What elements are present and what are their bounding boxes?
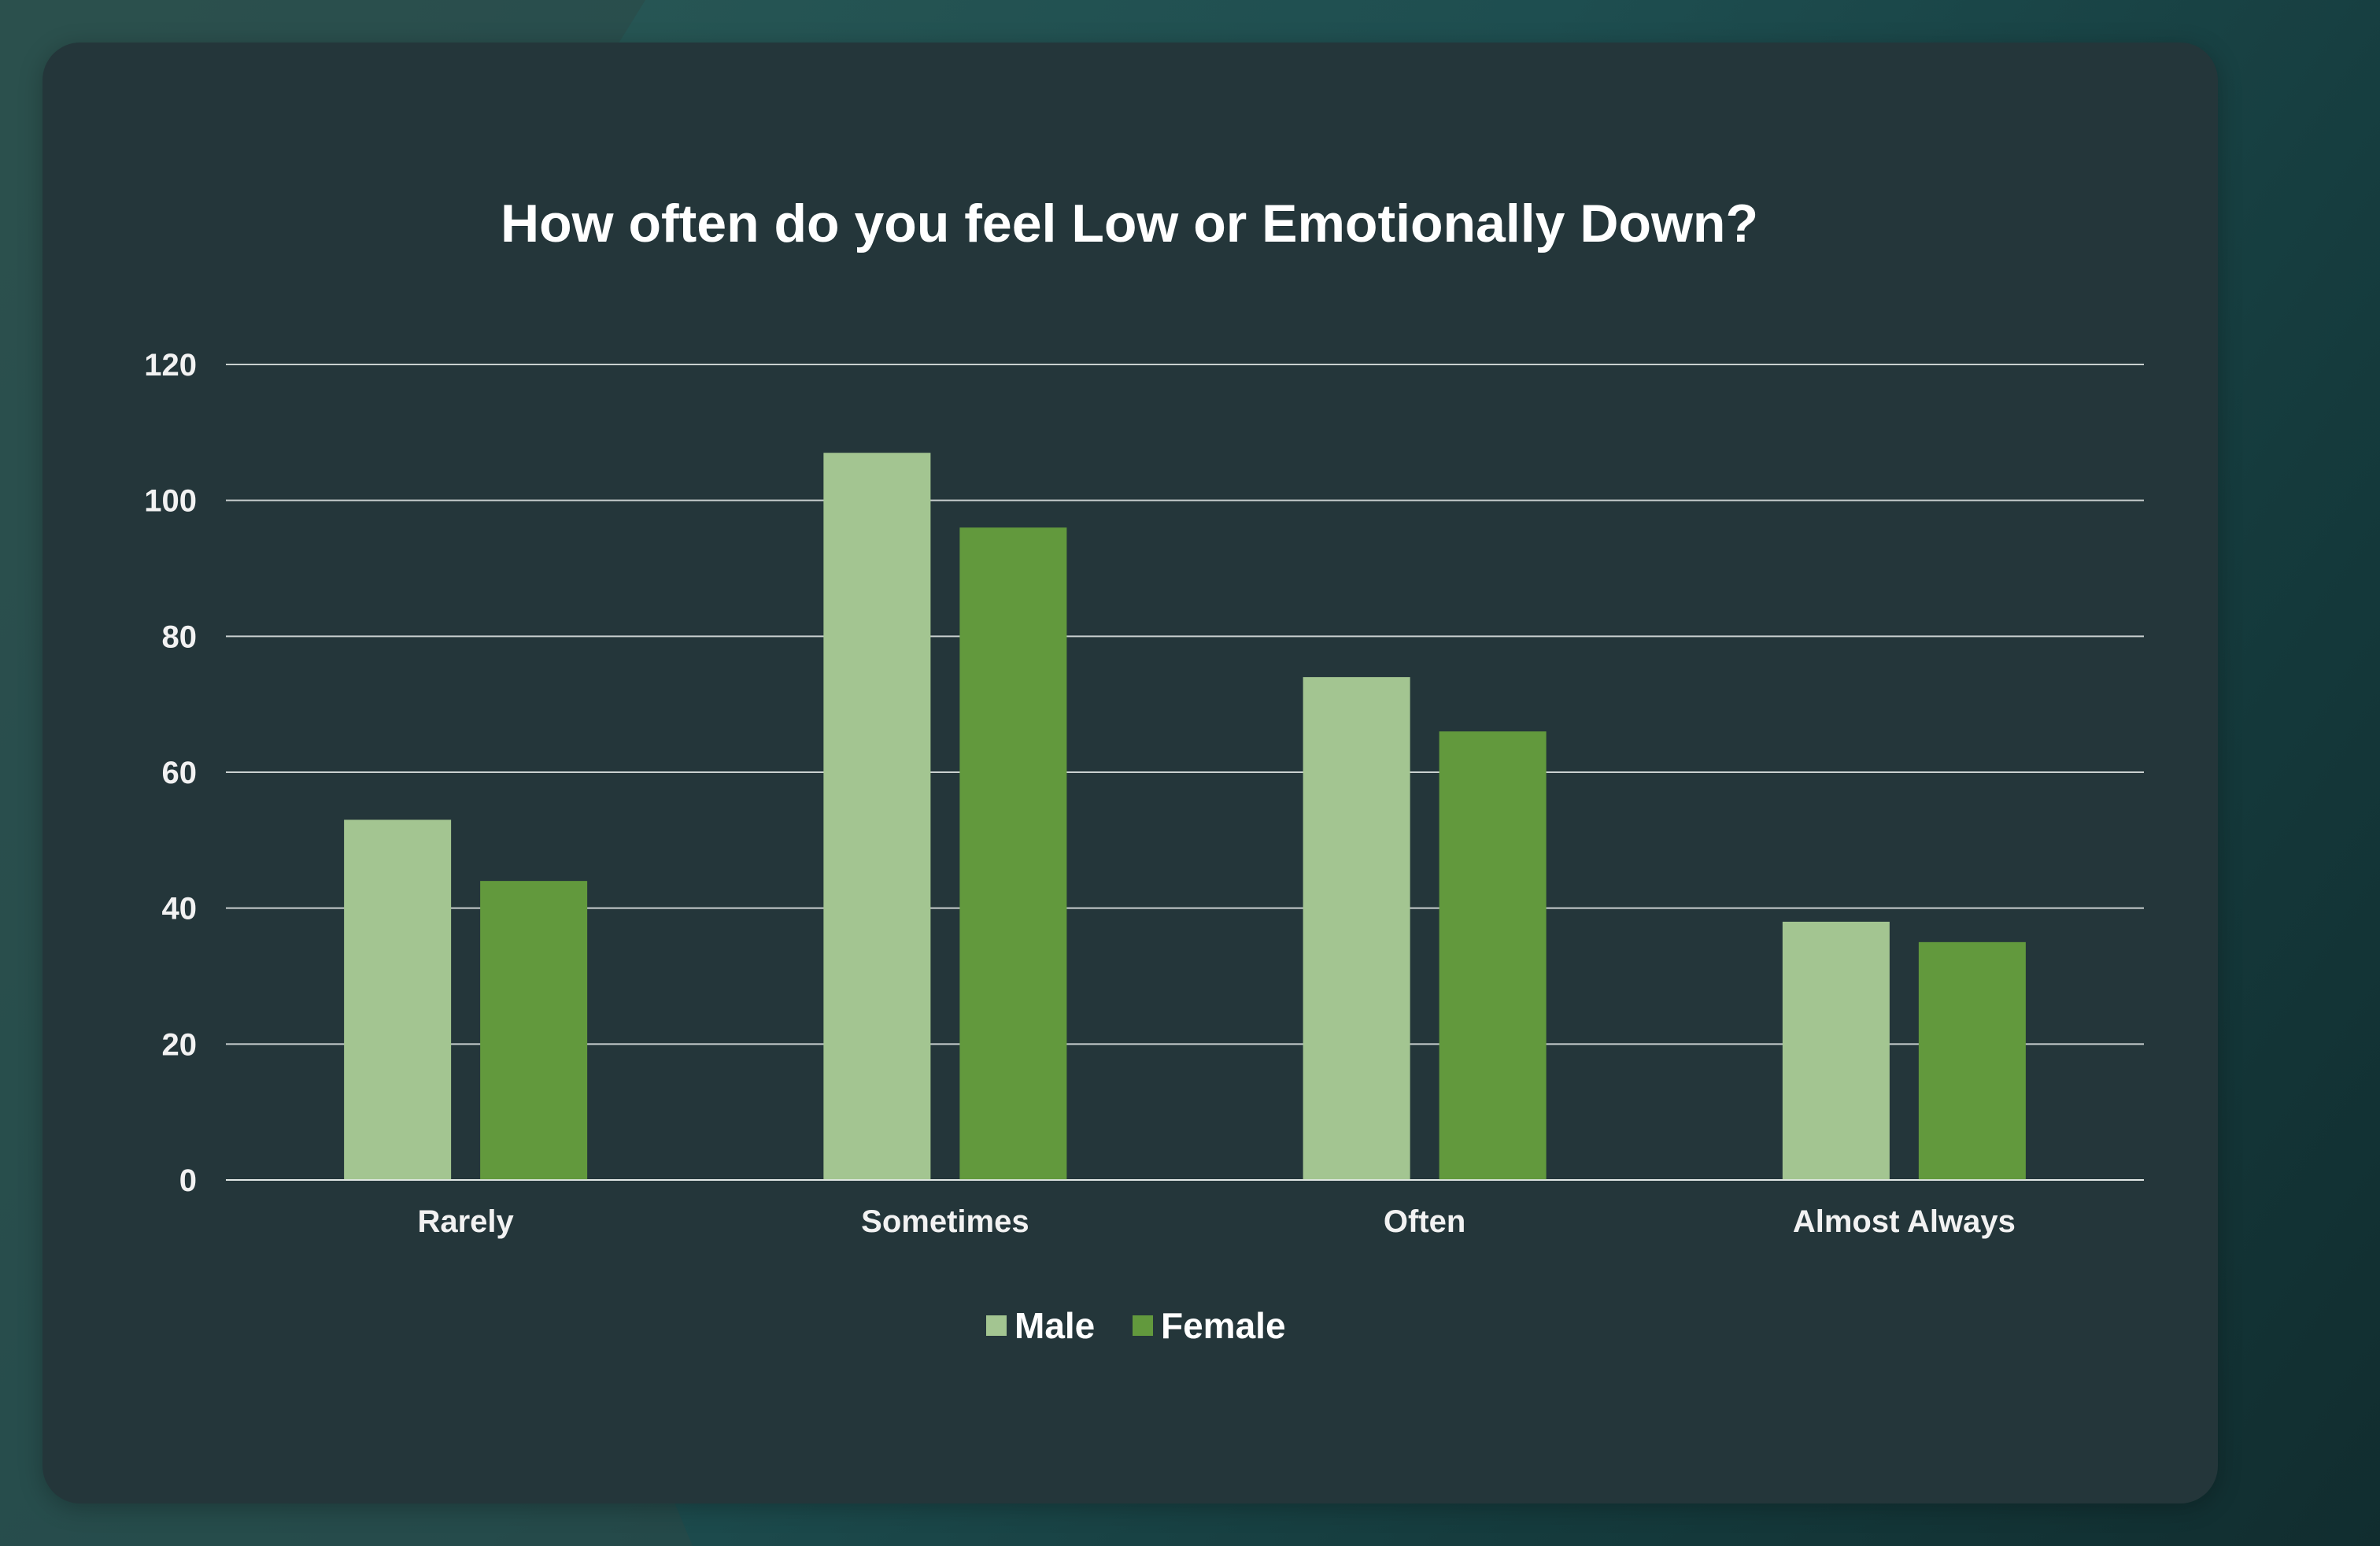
legend: Male Female xyxy=(986,1305,1286,1346)
x-category-label: Often xyxy=(1384,1204,1465,1239)
chart-title: How often do you feel Low or Emotionally… xyxy=(501,194,1758,253)
legend-label-male: Male xyxy=(1014,1305,1095,1346)
y-tick-label: 20 xyxy=(162,1027,198,1062)
x-category-label: Sometimes xyxy=(861,1204,1029,1239)
bar-female-almost-always xyxy=(1918,941,2026,1180)
y-tick-label: 120 xyxy=(144,348,197,383)
bar-male-sometimes xyxy=(823,453,931,1180)
bar-male-often xyxy=(1303,677,1410,1180)
bar-female-sometimes xyxy=(959,527,1067,1180)
bar-female-often xyxy=(1439,731,1547,1180)
bar-male-almost-always xyxy=(1782,921,1890,1180)
y-axis-ticks: 0 20 40 60 80 100 120 xyxy=(144,348,197,1198)
x-category-label: Almost Always xyxy=(1793,1204,2016,1239)
bar-male-rarely xyxy=(344,819,452,1180)
legend-swatch-male xyxy=(986,1315,1007,1336)
y-tick-label: 60 xyxy=(162,756,198,790)
x-axis-categories: Rarely Sometimes Often Almost Always xyxy=(417,1204,2015,1239)
legend-label-female: Female xyxy=(1161,1305,1286,1346)
bar-female-rarely xyxy=(480,881,588,1180)
y-tick-label: 40 xyxy=(162,892,198,926)
y-tick-label: 100 xyxy=(144,484,197,519)
legend-swatch-female xyxy=(1133,1315,1153,1336)
y-tick-label: 0 xyxy=(179,1163,197,1198)
x-category-label: Rarely xyxy=(417,1204,514,1239)
bars xyxy=(226,453,2144,1181)
y-tick-label: 80 xyxy=(162,620,198,654)
